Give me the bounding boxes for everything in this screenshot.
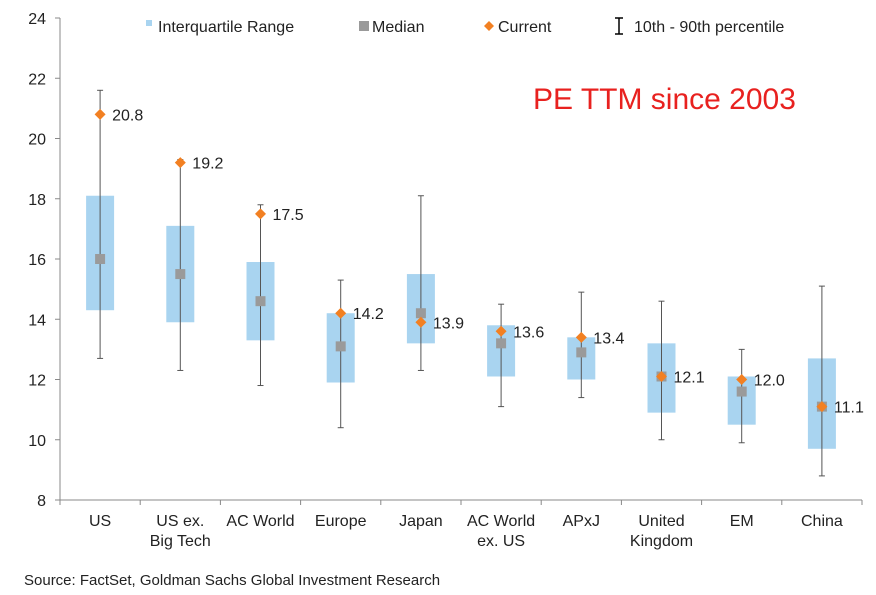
category-label: AC World ex. US xyxy=(467,513,535,550)
legend-current-label: Current xyxy=(498,19,552,36)
current-value-label: 20.8 xyxy=(112,107,143,124)
median-marker xyxy=(496,338,507,349)
y-tick-label: 14 xyxy=(28,312,46,329)
current-marker xyxy=(495,325,507,337)
median-marker xyxy=(415,308,426,319)
category-label: United Kingdom xyxy=(630,513,693,550)
current-value-label: 14.2 xyxy=(353,306,384,323)
current-value-label: 17.5 xyxy=(273,207,304,224)
category-label: Europe xyxy=(315,513,367,530)
category-label-line: Kingdom xyxy=(630,533,693,550)
current-value-label: 19.2 xyxy=(192,156,223,173)
current-value-label: 13.9 xyxy=(433,315,464,332)
legend-range-label: 10th - 90th percentile xyxy=(634,19,784,36)
chart-annotation: PE TTM since 2003 xyxy=(533,83,796,116)
current-marker xyxy=(656,370,667,382)
y-tick-label: 8 xyxy=(37,493,46,510)
category-label-line: EM xyxy=(730,513,754,530)
current-marker xyxy=(255,208,266,220)
current-marker xyxy=(816,401,828,413)
current-marker xyxy=(335,307,347,319)
current-value-label: 13.4 xyxy=(593,330,624,347)
median-marker xyxy=(175,269,186,280)
median-marker xyxy=(736,386,747,397)
category-label-line: US xyxy=(89,513,111,530)
category-label: Japan xyxy=(399,513,443,530)
category-label-line: Big Tech xyxy=(150,533,211,550)
median-marker xyxy=(255,296,266,307)
category-label-line: US ex. xyxy=(156,513,204,530)
category-label-line: Japan xyxy=(399,513,443,530)
y-tick-label: 10 xyxy=(28,433,46,450)
current-marker xyxy=(575,331,587,343)
median-marker xyxy=(335,341,346,352)
current-marker xyxy=(736,374,748,385)
category-label: China xyxy=(801,513,843,530)
category-label: US ex. Big Tech xyxy=(150,513,211,550)
category-label-line: ex. US xyxy=(477,533,525,550)
legend-current-swatch xyxy=(484,21,494,31)
legend-median-swatch xyxy=(359,21,369,31)
current-marker xyxy=(94,108,106,120)
current-value-label: 12.1 xyxy=(674,369,705,386)
y-tick-label: 24 xyxy=(28,11,46,28)
category-label: AC World xyxy=(226,513,294,530)
category-label-line: AC World xyxy=(467,513,535,530)
median-marker xyxy=(95,254,106,264)
source-note: Source: FactSet, Goldman Sachs Global In… xyxy=(24,572,440,589)
median-marker xyxy=(576,347,587,358)
current-marker xyxy=(415,316,427,328)
y-tick-label: 22 xyxy=(28,71,46,88)
current-value-label: 11.1 xyxy=(834,400,864,417)
plot-marks: 20.8 19.2 17.5 14.2 13.9 13.6 13.4 12.1 12.0 11.1 xyxy=(86,89,864,477)
legend: Interquartile Range Median Current 10th - 9… xyxy=(146,17,784,36)
category-label-line: AC World xyxy=(226,513,294,530)
y-tick-label: 18 xyxy=(28,192,46,209)
category-label: APxJ xyxy=(563,513,600,530)
y-tick-label: 16 xyxy=(28,252,46,269)
current-value-label: 13.6 xyxy=(513,324,544,341)
category-label: US xyxy=(89,513,111,530)
legend-iqr-swatch xyxy=(146,20,152,26)
legend-median-label: Median xyxy=(372,19,424,36)
y-tick-label: 12 xyxy=(28,373,46,390)
category-label: EM xyxy=(730,513,754,530)
y-tick-label: 20 xyxy=(28,132,46,149)
category-label-line: China xyxy=(801,513,843,530)
legend-iqr-label: Interquartile Range xyxy=(158,19,294,36)
category-label-line: Europe xyxy=(315,513,367,530)
category-label-line: United xyxy=(638,513,684,530)
category-label-line: APxJ xyxy=(563,513,600,530)
current-marker xyxy=(174,157,186,169)
y-axis-ticks: 8 10 12 14 16 18 20 22 24 xyxy=(28,11,60,510)
current-value-label: 12.0 xyxy=(754,373,785,390)
x-axis-categories: US US ex. Big Tech AC World Europe Japan AC Wo… xyxy=(89,513,843,550)
